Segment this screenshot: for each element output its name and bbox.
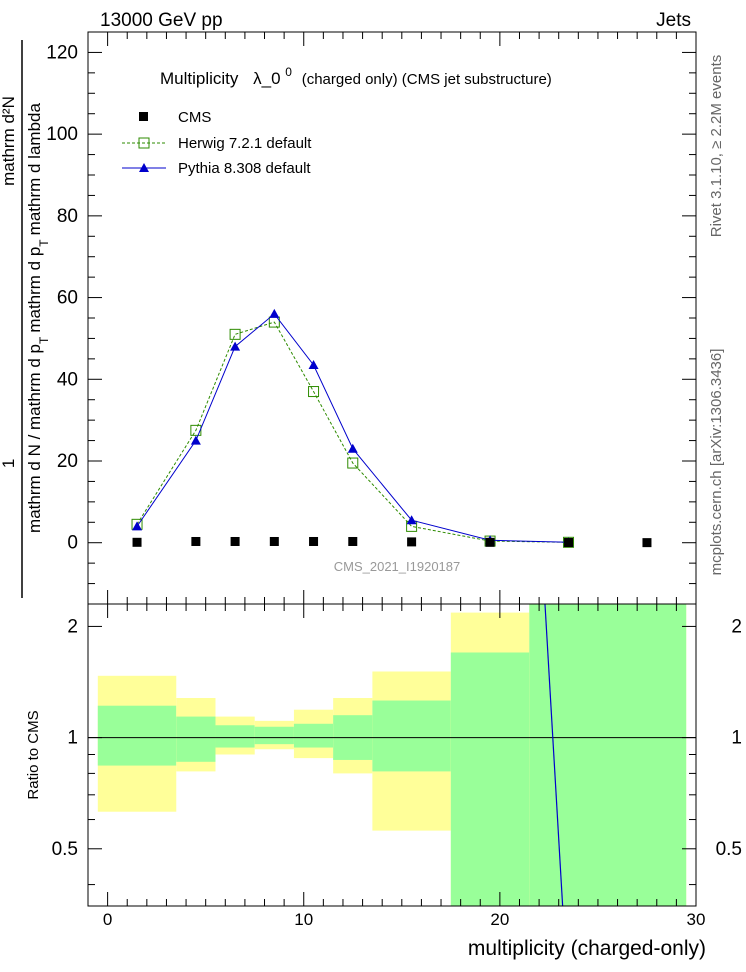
- pythia-point: [347, 443, 358, 453]
- herwig-point: [229, 328, 241, 340]
- pythia-point: [230, 341, 241, 351]
- y-label-den-sub1: T: [37, 336, 51, 344]
- x-tick-label: 20: [490, 910, 509, 929]
- chart-title-suffix: (charged only) (CMS jet substructure): [302, 71, 552, 88]
- chart-title-lambda: λ_0: [253, 69, 280, 88]
- y-label-den-prefix: mathrm d N / mathrm d p: [25, 344, 44, 533]
- chart-title: Multiplicity λ_0 0 (charged only) (CMS j…: [160, 61, 552, 88]
- ratio-plot-frame: [87, 603, 697, 907]
- legend-pythia-label: Pythia 8.308 default: [178, 160, 311, 177]
- cms-point: [191, 536, 201, 546]
- cms-point: [309, 536, 319, 546]
- herwig-point: [308, 386, 320, 398]
- analysis-id-label: CMS_2021_I1920187: [334, 559, 461, 574]
- ratio-band-inner: [372, 700, 451, 772]
- pythia-point: [269, 308, 280, 318]
- cms-point: [132, 537, 142, 547]
- legend-pythia-marker: [139, 163, 149, 172]
- herwig-point: [190, 424, 202, 436]
- y-tick-label: 40: [57, 369, 78, 390]
- y-label-den-mid: mathrm d p: [25, 247, 44, 333]
- legend-herwig-label: Herwig 7.2.1 default: [178, 135, 312, 152]
- legend-herwig-marker: [138, 137, 150, 149]
- header-energy-label: 13000 GeV pp: [100, 10, 223, 31]
- ratio-y-tick-label-right: 0.5: [716, 839, 742, 860]
- chart-title-main: Multiplicity: [160, 69, 239, 88]
- ratio-y-tick-label: 2: [67, 616, 78, 637]
- cms-point: [642, 538, 652, 548]
- mcplots-label: mcplots.cern.ch [arXiv:1306.3436]: [708, 349, 725, 576]
- y-tick-label: 60: [57, 288, 78, 309]
- ratio-plot-panel: 0.5 0.5 1 1 2 2: [52, 603, 742, 907]
- ratio-band-inner: [176, 716, 216, 762]
- herwig-point: [347, 457, 359, 469]
- ratio-y-axis-label: Ratio to CMS: [25, 710, 42, 799]
- ratio-band-inner: [450, 652, 530, 906]
- main-series-layer: [131, 308, 652, 548]
- ratio-band-inner: [293, 723, 334, 748]
- ratio-band-inner: [215, 725, 255, 748]
- x-tick-label: 30: [687, 910, 706, 929]
- x-tick-label: 0: [103, 910, 112, 929]
- x-tick-label: 10: [294, 910, 313, 929]
- pythia-line: [136, 313, 569, 543]
- y-tick-label: 0: [67, 533, 78, 554]
- legend-cms-marker: [139, 112, 148, 121]
- ratio-band-inner: [254, 726, 294, 745]
- y-tick-label: 100: [46, 124, 78, 145]
- pythia-point: [190, 435, 201, 445]
- y-label-den-end: mathrm d lambda: [25, 103, 44, 236]
- ratio-y-tick-label-right: 1: [731, 728, 742, 749]
- x-axis-label: multiplicity (charged-only): [468, 937, 706, 960]
- main-axis-ticks: 0 20 40 60 80 100 120: [46, 31, 697, 605]
- y-label-den-sub2: T: [37, 239, 51, 247]
- y-label-d2n: mathrm d²N: [0, 96, 18, 186]
- ratio-y-tick-label: 1: [67, 728, 78, 749]
- rivet-version-label: Rivet 3.1.10, ≥ 2.2M events: [708, 55, 725, 238]
- pythia-point: [406, 515, 417, 525]
- cms-point: [230, 536, 240, 546]
- y-label-one: 1: [0, 459, 18, 468]
- cms-point: [564, 538, 574, 548]
- main-y-axis-label: 1 mathrm d²N mathrm d N / mathrm d pTmat…: [0, 40, 51, 598]
- y-tick-label: 120: [46, 42, 78, 63]
- cms-point: [407, 537, 417, 547]
- cms-point: [269, 536, 279, 546]
- ratio-band-inner: [97, 705, 177, 766]
- ratio-y-tick-label: 0.5: [52, 839, 78, 860]
- y-tick-label: 20: [57, 451, 78, 472]
- ratio-lines-layer: [544, 603, 564, 907]
- ratio-y-tick-label-right: 2: [731, 616, 742, 637]
- y-label-numerator: 1 mathrm d²N: [0, 96, 18, 468]
- cms-point: [348, 536, 358, 546]
- chart-title-lambda-sup: 0: [285, 65, 292, 79]
- x-tick-labels: 0 10 20 30: [103, 910, 706, 929]
- ratio-pythia-line: [544, 603, 564, 907]
- pythia-point: [132, 521, 143, 531]
- cms-point: [485, 537, 495, 547]
- y-label-denominator: mathrm d N / mathrm d pTmathrm d pTmathr…: [25, 103, 51, 533]
- herwig-line: [136, 321, 569, 543]
- pythia-point: [308, 359, 319, 369]
- legend: CMS Herwig 7.2.1 default Pythia 8.308 de…: [122, 109, 312, 177]
- ratio-bands-layer: [97, 604, 687, 906]
- ratio-band-inner: [529, 604, 687, 906]
- y-tick-label: 80: [57, 206, 78, 227]
- legend-cms-label: CMS: [178, 109, 211, 126]
- header-jets-label: Jets: [656, 10, 691, 31]
